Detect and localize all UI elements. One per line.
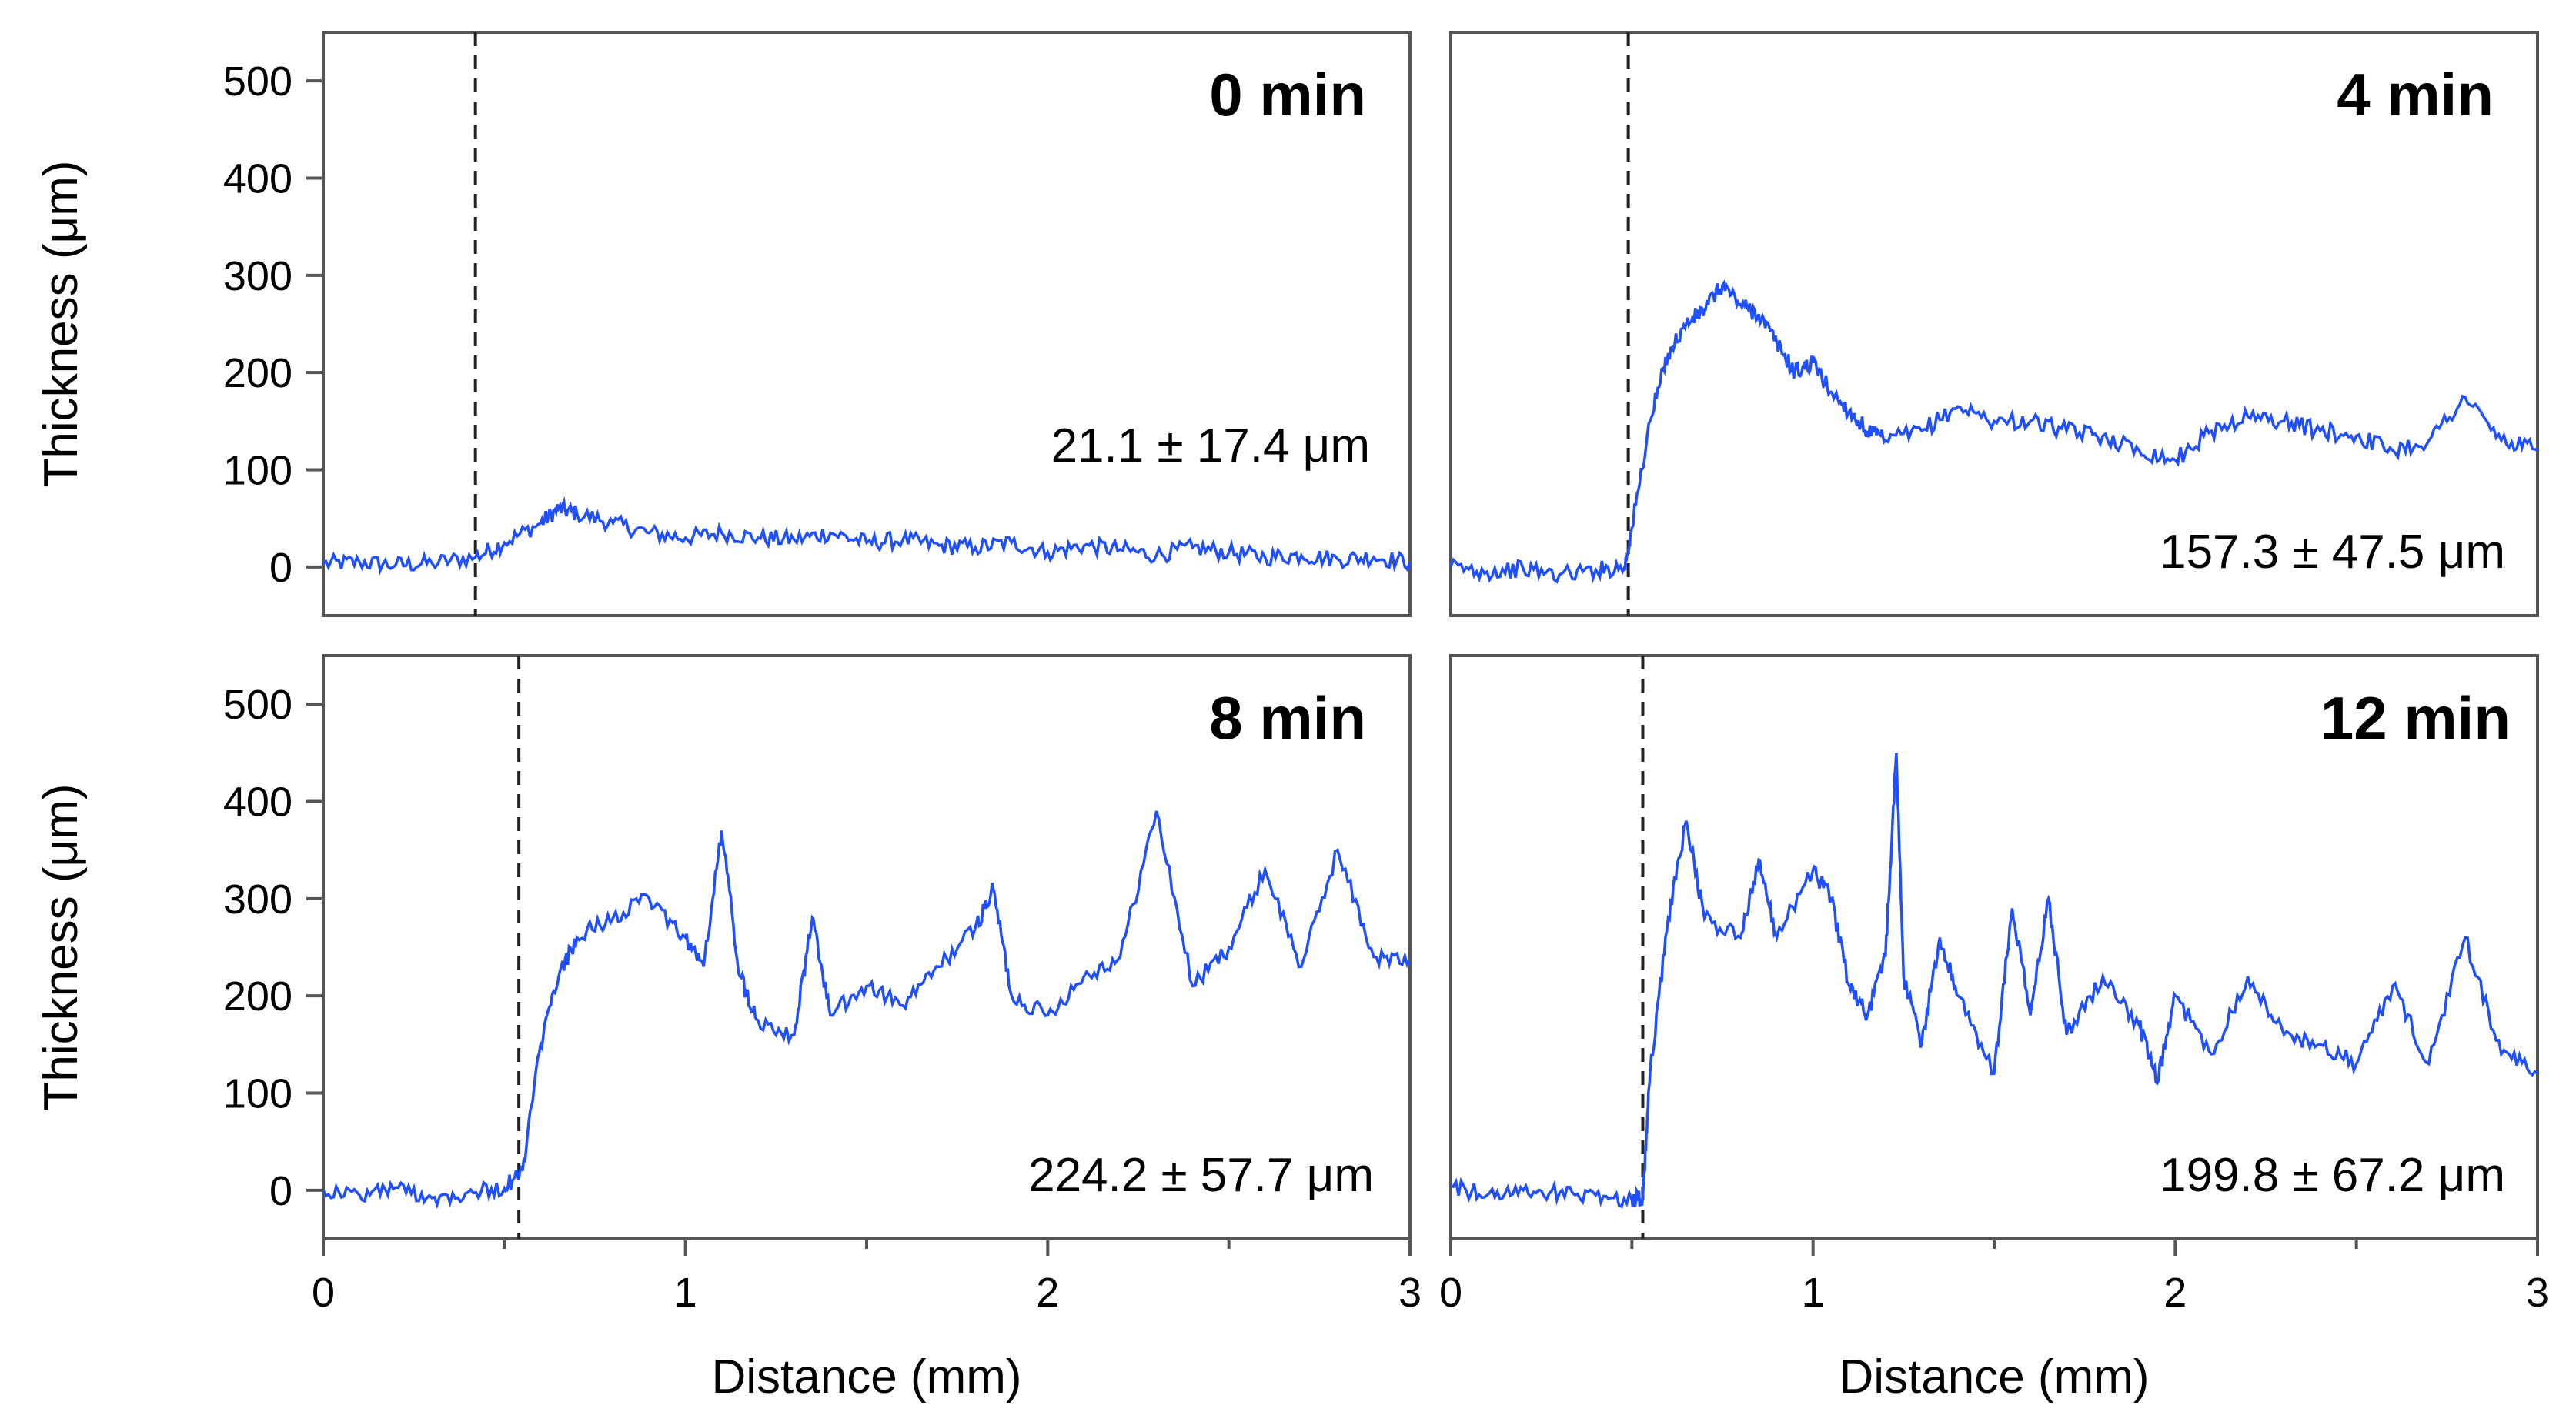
x-tick-label: 0 <box>312 1270 335 1316</box>
y-tick-label: 0 <box>269 1168 292 1214</box>
y-axis-label: Thickness (μm) <box>35 161 88 488</box>
chart-panel-0-min: 0 min 21.1 ± 17.4 μm Thickness (μm) 0 100… <box>35 31 1412 617</box>
stat-annotation: 199.8 ± 67.2 μm <box>2160 1149 2505 1202</box>
x-tick-label: 3 <box>2526 1270 2549 1316</box>
y-tick-label: 500 <box>223 58 292 105</box>
x-tick-label: 3 <box>1398 1270 1422 1316</box>
stat-annotation: 21.1 ± 17.4 μm <box>1051 419 1370 472</box>
x-tick-label: 1 <box>674 1270 697 1316</box>
y-tick-label: 100 <box>223 1071 292 1117</box>
plot-frame <box>322 31 1412 617</box>
chart-panel-8-min: 8 min 224.2 ± 57.7 μm Thickness (μm) Dis… <box>35 654 1422 1404</box>
y-tick-label: 300 <box>223 253 292 299</box>
stat-annotation: 157.3 ± 47.5 μm <box>2160 526 2505 579</box>
x-tick-label: 2 <box>2163 1270 2187 1316</box>
series-line <box>322 810 1412 1210</box>
x-tick-label: 2 <box>1036 1270 1059 1316</box>
y-tick-label: 400 <box>223 156 292 202</box>
x-axis-label: Distance (mm) <box>711 1350 1021 1404</box>
series-line <box>322 496 1412 576</box>
plot-frame <box>1449 31 2539 617</box>
x-tick-label: 0 <box>1439 1270 1462 1316</box>
x-ticks: 0 1 2 3 <box>1439 1239 2549 1316</box>
y-axis-label: Thickness (μm) <box>35 784 88 1111</box>
chart-panel-4-min: 4 min 157.3 ± 47.5 μm <box>1449 31 2539 617</box>
panel-title: 0 min <box>1209 61 1366 129</box>
y-tick-label: 0 <box>269 545 292 591</box>
panel-title: 4 min <box>2337 61 2494 129</box>
y-tick-label: 400 <box>223 779 292 826</box>
y-tick-label: 100 <box>223 448 292 494</box>
x-tick-label: 1 <box>1802 1270 1825 1316</box>
panel-title: 8 min <box>1209 684 1366 752</box>
x-ticks: 0 1 2 3 <box>312 1239 1422 1316</box>
y-ticks: 0 100 200 300 400 500 <box>223 682 323 1214</box>
chart-panel-12-min: 12 min 199.8 ± 67.2 μm Distance (mm) 0 1 2… <box>1439 654 2549 1404</box>
y-ticks: 0 100 200 300 400 500 <box>223 58 323 591</box>
y-tick-label: 200 <box>223 350 292 396</box>
stat-annotation: 224.2 ± 57.7 μm <box>1028 1149 1374 1202</box>
series-line <box>1449 279 2538 584</box>
panel-title: 12 min <box>2320 684 2511 752</box>
y-tick-label: 300 <box>223 876 292 923</box>
series-line <box>1450 753 2539 1209</box>
x-axis-label: Distance (mm) <box>1839 1350 2149 1404</box>
y-tick-label: 200 <box>223 973 292 1020</box>
y-tick-label: 500 <box>223 682 292 728</box>
